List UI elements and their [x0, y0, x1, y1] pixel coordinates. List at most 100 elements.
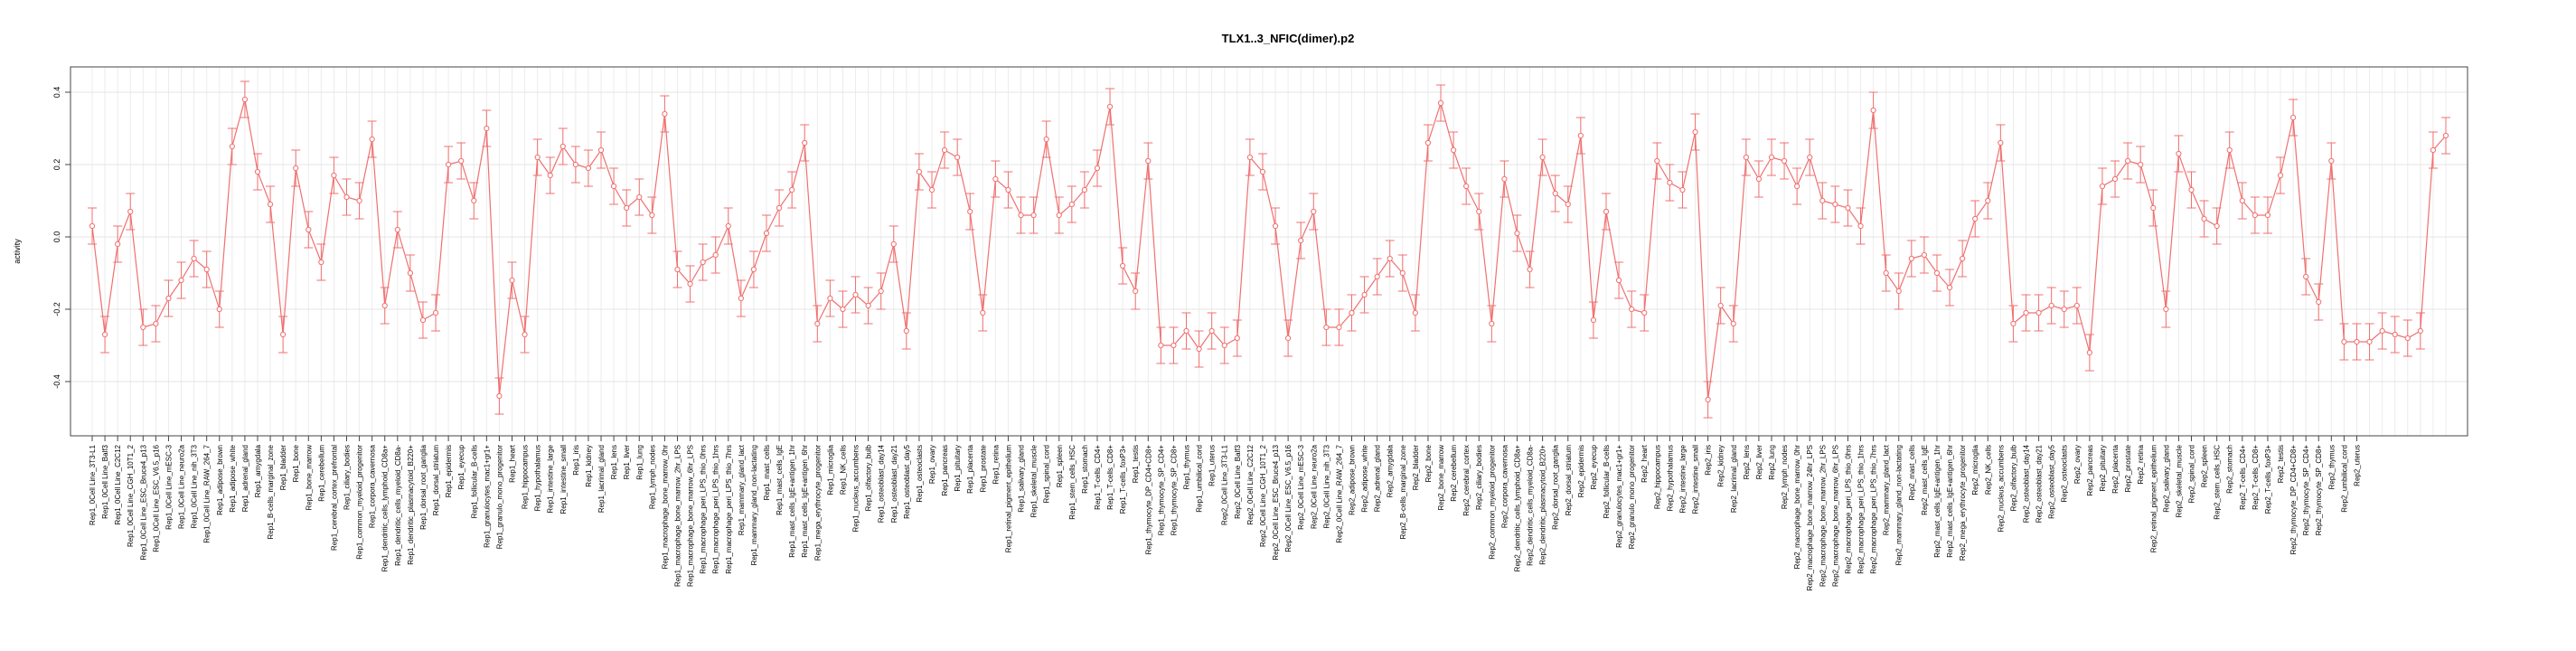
data-point [1615, 277, 1622, 284]
y-tick-label: -0.4 [52, 374, 61, 389]
x-tick-label: Rep2_NK_cells [1984, 445, 1992, 495]
x-tick-label: Rep1_macrophage_peri_LPS_thio_7hrs [725, 445, 733, 574]
data-point [611, 183, 617, 190]
x-tick-label: Rep2_0Cell Line_Balf3 [1234, 444, 1242, 518]
x-tick-label: Rep1_lymph_nodes [648, 445, 656, 509]
y-tick-label: -0.2 [52, 302, 61, 316]
data-point [2188, 186, 2195, 193]
data-point [2048, 302, 2054, 309]
data-point [1272, 222, 1279, 230]
x-tick-label: Rep2_dendritic_plasmacytoid_B220+ [1539, 445, 1547, 565]
data-point [446, 161, 452, 168]
data-point [2430, 146, 2437, 154]
x-tick-label: Rep2_lung [1768, 445, 1776, 480]
data-point [419, 316, 427, 324]
data-point [1336, 324, 1342, 331]
x-tick-label: Rep1_skeletal_muscle [1030, 444, 1039, 517]
data-point [687, 280, 693, 288]
x-tick-label: Rep1_cerebral_cortex_prefrontal [330, 445, 338, 551]
x-tick-label: Rep2_osteoblast_day21 [2035, 444, 2044, 523]
data-point [1629, 306, 1635, 313]
x-tick-label: Rep2_prostate [2124, 444, 2132, 492]
x-tick-label: Rep2_T-cells_CD4+ [2239, 445, 2247, 510]
x-tick-label: Rep1_retina [992, 444, 1000, 484]
data-point [1106, 103, 1114, 110]
x-tick-label: Rep1_intestine_small [559, 445, 568, 514]
x-tick-label: Rep1_pituitary [954, 445, 962, 492]
x-tick-label: Rep2_osteoclasts [2061, 445, 2069, 503]
x-tick-label: Rep1_bladder [279, 445, 287, 491]
x-tick-label: Rep1_macrophage_bone_marrow_2hr_LPS [673, 445, 682, 587]
data-point [2239, 197, 2245, 204]
x-tick-label: Rep2_bone_marrow [1437, 445, 1445, 511]
x-tick-label: Rep1_T-cells_foxP3+ [1119, 445, 1127, 514]
data-point [2035, 309, 2042, 316]
data-point [1998, 139, 2004, 146]
data-point [1679, 186, 1686, 193]
data-point [1832, 201, 1838, 208]
data-point [458, 157, 465, 165]
x-tick-label: Rep1_mast_cells_IgE+antigen_1hr [788, 445, 796, 558]
x-tick-label: Rep1_epidermis [445, 445, 453, 497]
data-point [216, 306, 222, 313]
x-tick-label: Rep1_spinal_cord [1043, 445, 1051, 504]
x-tick-label: Rep1_umbilical_cord [1196, 445, 1204, 513]
data-point [2289, 114, 2297, 121]
data-point [1717, 302, 1724, 309]
data-point [941, 146, 948, 154]
x-tick-label: Rep1_osteoclasts [916, 445, 924, 503]
x-tick-label: Rep2_bone [1424, 444, 1433, 482]
data-point [1030, 212, 1037, 219]
x-tick-label: Rep2_hypothalamus [1666, 445, 1674, 511]
x-tick-label: Rep1_0Cell Line_CGH_10T1_2 [127, 444, 135, 547]
data-point [700, 259, 706, 266]
data-point [1489, 320, 1495, 327]
x-tick-label: Rep2_pancreas [2086, 445, 2094, 495]
x-tick-label: Rep2_dendritic_cells_myeloid_CD8a- [1527, 445, 1535, 566]
data-point [750, 266, 757, 273]
x-tick-label: Rep1_dorsal_root_ganglia [419, 444, 428, 529]
data-point [2010, 320, 2017, 327]
x-tick-label: Rep2_mast_cells_IgE+antigen_1hr [1933, 445, 1941, 558]
x-tick-label: Rep1_cerebellum [317, 445, 325, 502]
x-tick-label: Rep2_follicular_B-cells [1603, 445, 1611, 518]
data-point [1311, 208, 1317, 215]
data-point [776, 204, 783, 212]
x-tick-label: Rep1_testis [1132, 445, 1140, 483]
data-point [381, 302, 388, 309]
x-tick-label: Rep2_dendritic_cells_lymphoid_CD8a+ [1513, 445, 1521, 572]
data-point [1437, 99, 1444, 107]
x-tick-label: Rep1_macrophage_peri_LPS_thio_0hrs [700, 445, 708, 574]
x-tick-label: Rep1_thymus [1183, 445, 1191, 489]
data-point [2226, 146, 2233, 154]
x-tick-label: Rep2_macrophage_bone_marrow_24hr_LPS [1806, 445, 1814, 590]
data-point [1196, 345, 1202, 353]
x-tick-label: Rep1_retinal_pigment_epithelium [1004, 445, 1012, 553]
x-tick-label: Rep2_mast_cells [1908, 445, 1916, 500]
data-point [1590, 316, 1597, 324]
data-point [280, 331, 287, 338]
data-point [1234, 335, 1240, 342]
data-point [1895, 288, 1902, 295]
data-point [115, 241, 121, 248]
x-tick-label: Rep2_lens [1743, 445, 1751, 479]
data-point [1972, 215, 1979, 222]
data-point [814, 320, 821, 327]
data-point [1246, 154, 1253, 161]
data-point [1221, 342, 1227, 349]
x-tick-label: Rep1_0Cell Line_mESC-3 [165, 444, 173, 529]
data-point [1603, 208, 1610, 215]
data-point [597, 146, 605, 154]
x-tick-label: Rep1_intestine_large [547, 444, 555, 513]
x-tick-label: Rep2_heart [1641, 444, 1649, 483]
x-tick-label: Rep2_retinal_pigment_epithelium [2149, 445, 2158, 553]
y-tick-label: 0.4 [52, 87, 61, 99]
x-tick-label: Rep1_hippocampus [522, 445, 530, 509]
data-point [712, 251, 719, 259]
data-point [585, 165, 592, 172]
x-tick-label: Rep1_macrophage_peri_LPS_thio_1hrs [712, 445, 720, 574]
x-tick-label: Rep2_corpora_cavernosa [1500, 444, 1509, 528]
data-point [140, 324, 146, 331]
data-point [2392, 331, 2398, 338]
data-point [738, 295, 744, 302]
